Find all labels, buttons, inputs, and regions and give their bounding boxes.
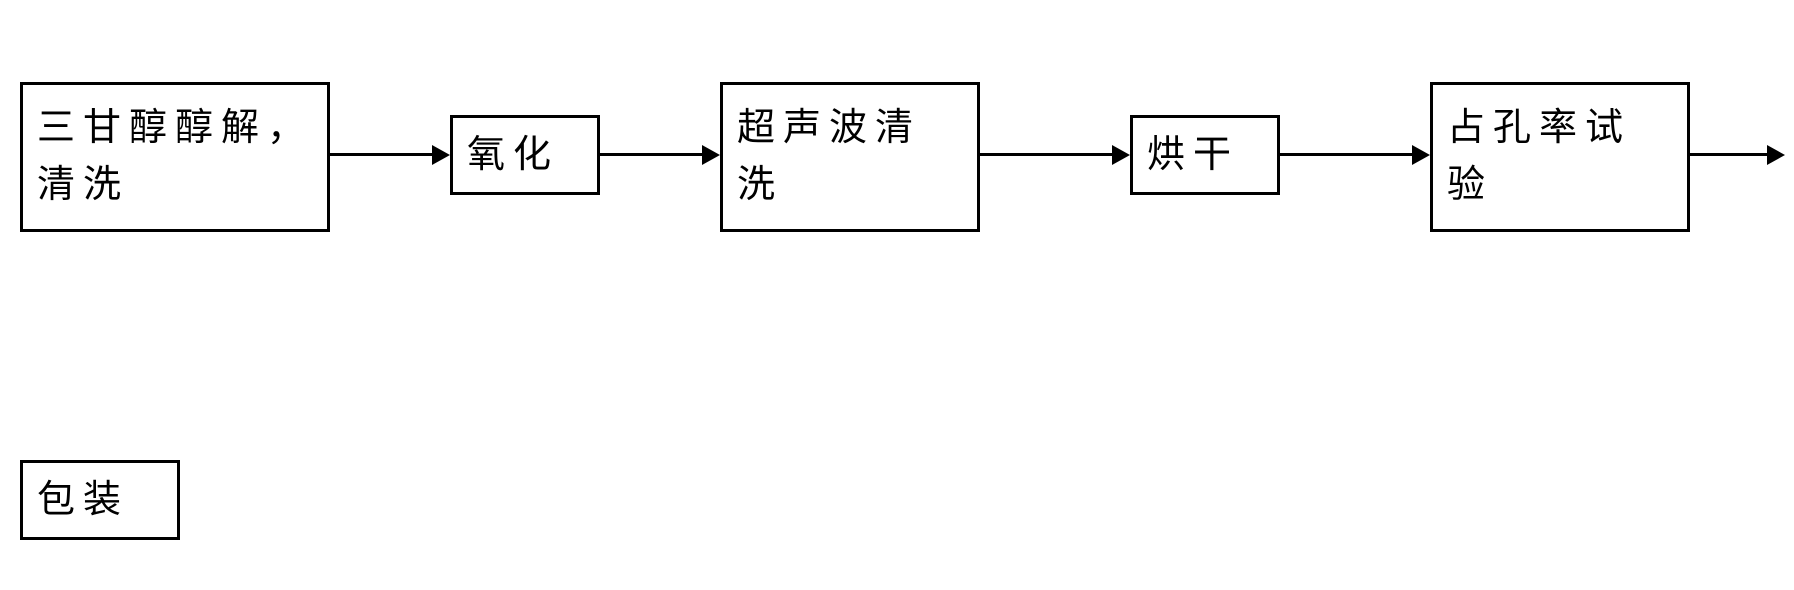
edge-1-2 xyxy=(330,153,432,156)
node-label: 包装 xyxy=(37,472,129,529)
node-drying: 烘干 xyxy=(1130,115,1280,195)
edge-5-out xyxy=(1690,153,1767,156)
edge-2-3 xyxy=(600,153,702,156)
arrowhead-4-5 xyxy=(1412,145,1430,165)
node-porosity-test: 占孔率试验 xyxy=(1430,82,1690,232)
node-packaging: 包装 xyxy=(20,460,180,540)
node-ultrasonic-cleaning: 超声波清洗 xyxy=(720,82,980,232)
node-label: 占孔率试验 xyxy=(1447,100,1673,214)
edge-3-4 xyxy=(980,153,1112,156)
node-alcoholysis-cleaning: 三甘醇醇解，清洗 xyxy=(20,82,330,232)
node-label: 超声波清洗 xyxy=(737,100,963,214)
node-label: 烘干 xyxy=(1147,127,1239,184)
arrowhead-5-out xyxy=(1767,145,1785,165)
node-label: 氧化 xyxy=(467,127,559,184)
arrowhead-2-3 xyxy=(702,145,720,165)
arrowhead-3-4 xyxy=(1112,145,1130,165)
node-label: 三甘醇醇解，清洗 xyxy=(37,100,313,214)
edge-4-5 xyxy=(1280,153,1412,156)
arrowhead-1-2 xyxy=(432,145,450,165)
node-oxidation: 氧化 xyxy=(450,115,600,195)
